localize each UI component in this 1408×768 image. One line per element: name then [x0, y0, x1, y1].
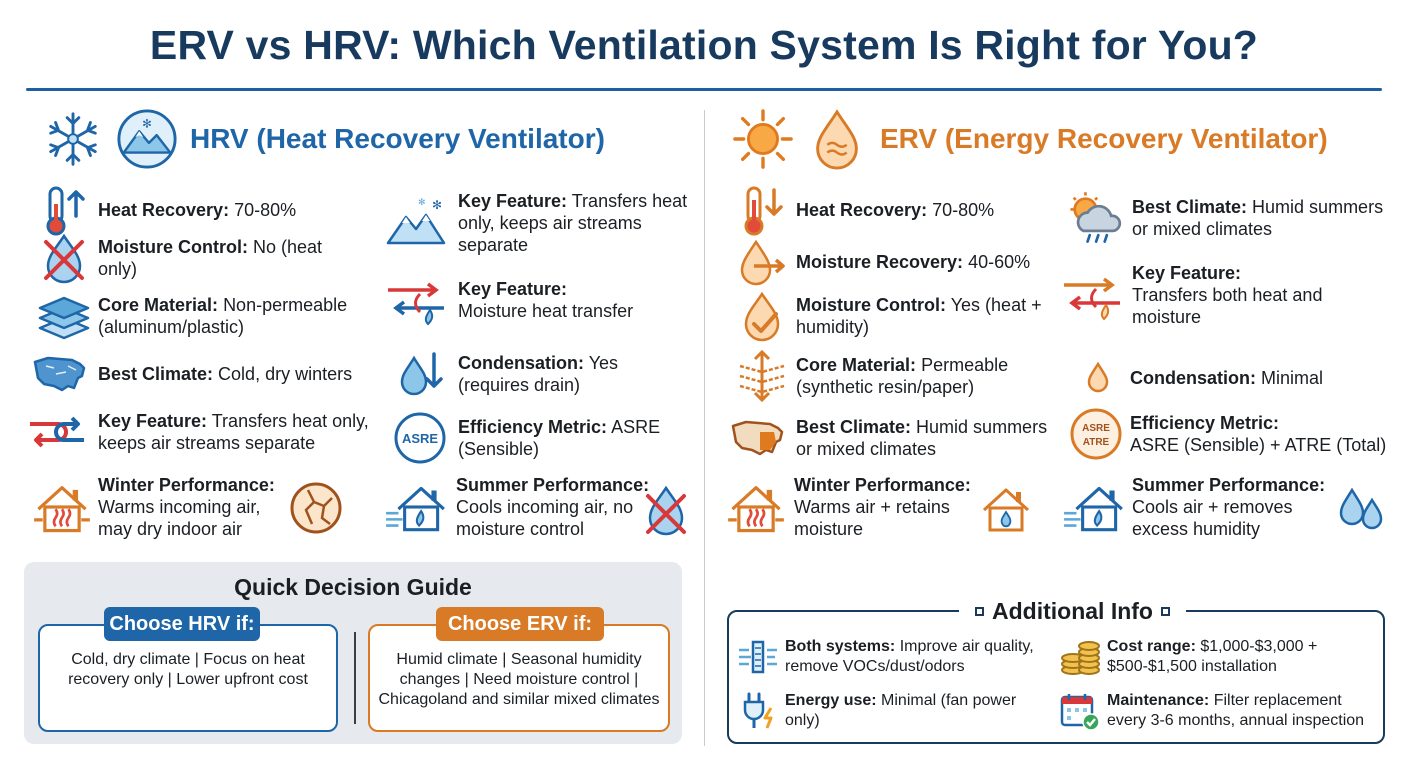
- erv-winter-performance: Winter Performance: Warms air + retains m…: [726, 474, 976, 540]
- column-divider: [704, 110, 705, 746]
- hrv-condensation: Condensation: Yes (requires drain): [392, 346, 692, 402]
- title-marker-right: [1160, 607, 1170, 616]
- thermometer-up-icon: [46, 186, 85, 236]
- calendar-check-icon: [1060, 694, 1100, 731]
- hrv-key-feature-3: Key Feature: Moisture heat transfer: [384, 272, 694, 328]
- choose-hrv-text: Cold, dry climate | Focus on heat recove…: [68, 651, 308, 688]
- choose-erv-box: Humid climate | Seasonal humidity change…: [368, 624, 670, 732]
- additional-info-title: Additional Info: [959, 598, 1186, 625]
- title-rule: [26, 88, 1382, 91]
- erv-heading: ERV (Energy Recovery Ventilator): [880, 123, 1328, 154]
- quick-decision-guide: Quick Decision Guide Cold, dry climate |…: [24, 562, 682, 744]
- hrv-winter-performance: Winter Performance: Warms incoming air, m…: [32, 474, 292, 540]
- erv-summer-performance: Summer Performance: Cools air + removes e…: [1062, 474, 1332, 540]
- erv-best-climate: Best Climate: Humid summers or mixed cli…: [726, 410, 1066, 466]
- info-both-systems: Both systems: Improve air quality, remov…: [737, 636, 1067, 678]
- page-title: ERV vs HRV: Which Ventilation System Is …: [149, 22, 1259, 68]
- guide-title: Quick Decision Guide: [234, 574, 472, 600]
- crossed-drop-icon: [44, 233, 84, 284]
- guide-separator: [354, 632, 356, 724]
- drop-check-icon: [744, 291, 780, 342]
- asre-atre-badge-icon: ASRE ATRE: [1070, 408, 1122, 460]
- svg-text:✻: ✻: [418, 198, 426, 208]
- coins-icon: [1061, 641, 1100, 675]
- svg-text:ATRE: ATRE: [1083, 437, 1110, 448]
- svg-text:✻: ✻: [142, 116, 152, 130]
- hrv-summer-performance: Summer Performance: Cools incoming air, n…: [384, 474, 654, 540]
- snowflake-icon: [49, 112, 97, 166]
- svg-text:ASRE: ASRE: [402, 431, 438, 446]
- small-drop-icon: [1087, 361, 1109, 393]
- airflow-arrows-icon: [30, 416, 84, 448]
- hrv-moisture-control: Moisture Control: No (heat only): [36, 230, 366, 286]
- drop-down-arrow-icon: [400, 352, 443, 396]
- choose-erv-tag: Choose ERV if:: [436, 607, 604, 641]
- erv-moisture-control: Moisture Control: Yes (heat + humidity): [734, 288, 1054, 344]
- crossed-drop-icon: [646, 485, 686, 536]
- warm-house-icon: [728, 486, 784, 533]
- choose-erv-text: Humid climate | Seasonal humidity change…: [378, 651, 660, 708]
- drop-arrow-icon: [740, 239, 785, 286]
- hrv-header: ✻ HRV (Heat Recovery Ventilator): [42, 108, 605, 170]
- house-drop-icon: [982, 488, 1030, 532]
- hrv-heading: HRV (Heat Recovery Ventilator): [190, 123, 605, 154]
- additional-info: Additional Info Both systems: Improve ai…: [727, 598, 1385, 744]
- layers-icon: [38, 296, 90, 340]
- erv-condensation: Condensation: Minimal: [1070, 350, 1390, 406]
- info-cost-range: Cost range: $1,000-$3,000 + $500-$1,500 …: [1059, 636, 1379, 678]
- erv-core-material: Core Material: Permeable (synthetic resi…: [734, 348, 1064, 404]
- mountain-snow-icon: ✻: [117, 109, 177, 169]
- title-marker-left: [975, 607, 984, 616]
- hrv-key-feature-1: Key Feature: Transfers heat only, keeps …: [24, 404, 374, 460]
- us-map-icon: [33, 356, 86, 392]
- us-map-icon: [731, 420, 784, 456]
- warm-house-icon: [34, 486, 90, 533]
- erv-heat-recovery: Heat Recovery: 70-80%: [734, 182, 1054, 238]
- thermometer-down-icon: [744, 186, 783, 236]
- permeable-core-icon: [739, 349, 785, 403]
- humidity-drop-icon: [816, 109, 858, 170]
- erv-header: ERV (Energy Recovery Ventilator): [732, 108, 1328, 170]
- svg-text:ASRE: ASRE: [1082, 423, 1110, 434]
- transfer-arrows-icon: [388, 282, 444, 326]
- asre-badge-icon: ASRE: [394, 412, 446, 464]
- erv-moisture-recovery: Moisture Recovery: 40-60%: [734, 234, 1054, 290]
- svg-text:✻: ✻: [432, 198, 442, 212]
- air-filter-icon: [739, 640, 777, 674]
- erv-key-feature: Key Feature: Transfers both heat and mois…: [1060, 262, 1390, 328]
- cool-house-icon: [386, 486, 446, 532]
- sun-cloud-rain-icon: [1070, 192, 1122, 243]
- hrv-core-material: Core Material: Non-permeable (aluminum/p…: [36, 288, 366, 344]
- plug-bolt-icon: [743, 692, 773, 729]
- hrv-heat-recovery: Heat Recovery: 70-80%: [36, 182, 366, 238]
- hrv-key-feature-2: ✻ ✻ Key Feature: Transfers heat only, ke…: [384, 190, 694, 256]
- info-maintenance: Maintenance: Filter replacement every 3-…: [1059, 690, 1381, 732]
- erv-best-climate-2: Best Climate: Humid summers or mixed cli…: [1064, 188, 1394, 248]
- erv-efficiency-metric: ASRE ATRE Efficiency Metric: ASRE (Sensib…: [1068, 406, 1404, 462]
- choose-hrv-tag: Choose HRV if:: [104, 607, 260, 641]
- choose-hrv-box: Cold, dry climate | Focus on heat recove…: [38, 624, 338, 732]
- transfer-arrows-icon: [1064, 277, 1120, 321]
- dry-cracked-icon: [290, 482, 342, 534]
- water-drops-icon: [1339, 487, 1383, 530]
- sun-icon: [733, 109, 793, 169]
- cool-house-icon: [1064, 486, 1124, 532]
- hrv-efficiency-metric: ASRE Efficiency Metric: ASRE (Sensible): [392, 410, 692, 466]
- snowy-mountain-icon: ✻ ✻: [386, 198, 446, 245]
- info-energy-use: Energy use: Minimal (fan power only): [737, 690, 1047, 732]
- hrv-best-climate: Best Climate: Cold, dry winters: [28, 346, 368, 402]
